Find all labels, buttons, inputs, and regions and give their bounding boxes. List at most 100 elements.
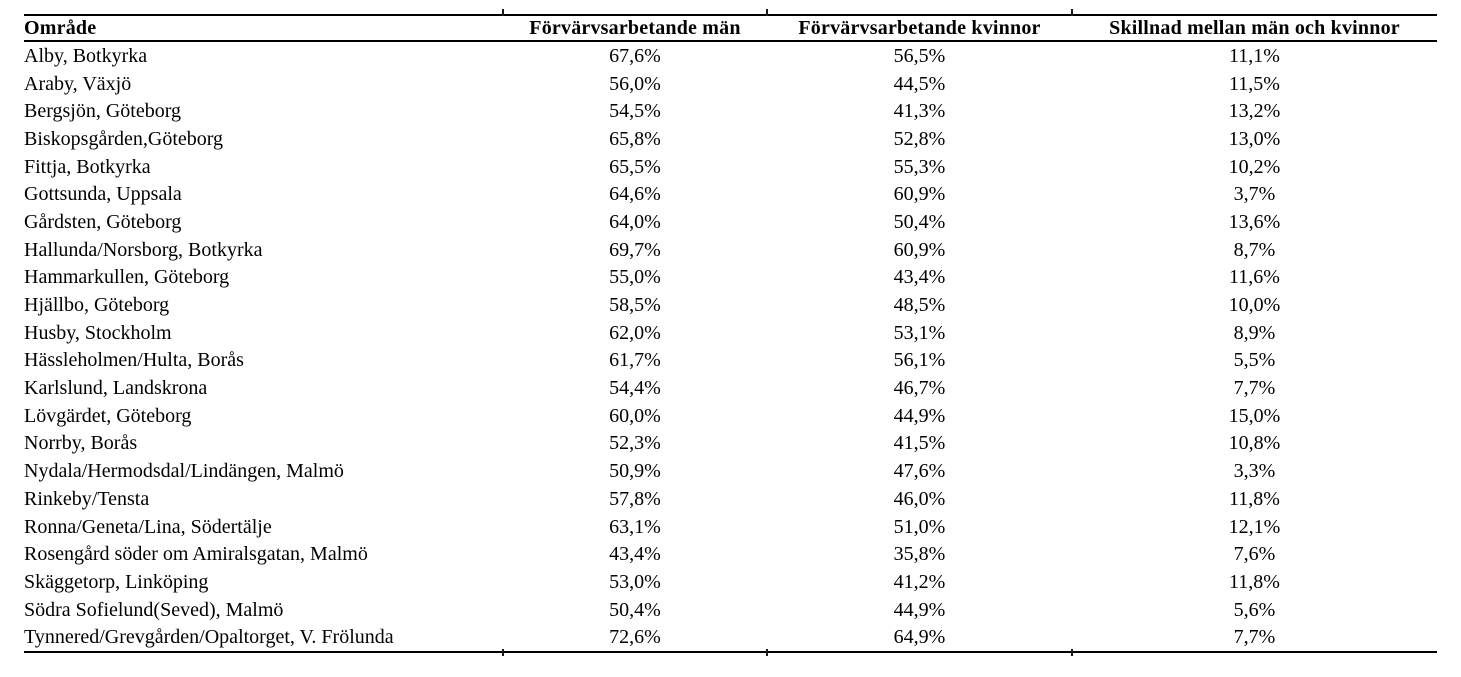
table-body: Alby, Botkyrka 67,6% 56,5% 11,1% Araby, Växj… bbox=[24, 41, 1437, 652]
men-cell: 57,8% bbox=[609, 487, 661, 510]
column-header-employed-men: Förvärvsarbetande män bbox=[503, 15, 767, 42]
table-row: Ronna/Geneta/Lina, Södertälje 63,1% 51,0% 1… bbox=[24, 513, 1437, 541]
men-cell: 50,4% bbox=[609, 598, 661, 621]
men-cell: 56,0% bbox=[609, 72, 661, 95]
men-cell: 63,1% bbox=[609, 515, 661, 538]
table-row: Södra Sofielund(Seved), Malmö 50,4% 44,9% 5… bbox=[24, 596, 1437, 624]
column-tick bbox=[766, 649, 768, 656]
women-cell: 41,3% bbox=[893, 100, 946, 123]
diff-cell: 10,2% bbox=[1228, 155, 1281, 178]
women-cell: 44,5% bbox=[893, 72, 946, 95]
women-cell: 52,8% bbox=[893, 127, 946, 150]
men-cell: 43,4% bbox=[609, 543, 661, 566]
area-cell: Hammarkullen, Göteborg bbox=[24, 266, 230, 289]
table-header: Område Förvärvsarbetande män Förvärvsarb… bbox=[24, 15, 1437, 42]
women-cell: 46,0% bbox=[893, 487, 946, 510]
women-cell: 60,9% bbox=[893, 183, 946, 206]
women-cell: 46,7% bbox=[893, 377, 946, 400]
diff-cell: 10,0% bbox=[1228, 294, 1281, 317]
men-cell: 65,5% bbox=[609, 155, 661, 178]
men-cell: 55,0% bbox=[609, 266, 661, 289]
men-cell: 65,8% bbox=[609, 127, 661, 150]
table-row: Bergsjön, Göteborg 54,5% 41,3% 13,2% bbox=[24, 97, 1437, 125]
area-cell: Fittja, Botkyrka bbox=[24, 155, 151, 178]
women-cell: 43,4% bbox=[893, 266, 946, 289]
diff-cell: 11,8% bbox=[1229, 487, 1280, 510]
women-cell: 44,9% bbox=[893, 598, 946, 621]
table-row: Skäggetorp, Linköping 53,0% 41,2% 11,8% bbox=[24, 568, 1437, 596]
men-cell: 64,0% bbox=[609, 210, 661, 233]
area-cell: Hässleholmen/Hulta, Borås bbox=[24, 349, 244, 372]
diff-cell: 13,0% bbox=[1228, 127, 1281, 150]
women-cell: 41,2% bbox=[893, 570, 946, 593]
diff-cell: 12,1% bbox=[1228, 515, 1281, 538]
table-row: Nydala/Hermodsdal/Lindängen, Malmö 50,9% 4… bbox=[24, 457, 1437, 485]
area-cell: Rosengård söder om Amiralsgatan, Malmö bbox=[24, 543, 368, 566]
table-row: Alby, Botkyrka 67,6% 56,5% 11,1% bbox=[24, 41, 1437, 70]
table-row: Biskopsgården,Göteborg 65,8% 52,8% 13,0% bbox=[24, 125, 1437, 153]
column-tick bbox=[1071, 649, 1073, 656]
column-header-difference: Skillnad mellan män och kvinnor bbox=[1072, 15, 1437, 42]
area-cell: Hallunda/Norsborg, Botkyrka bbox=[24, 238, 263, 261]
table-row: Gottsunda, Uppsala 64,6% 60,9% 3,7% bbox=[24, 180, 1437, 208]
area-cell: Gårdsten, Göteborg bbox=[24, 210, 182, 233]
diff-cell: 7,7% bbox=[1233, 377, 1276, 400]
area-cell: Bergsjön, Göteborg bbox=[24, 100, 182, 123]
area-cell: Nydala/Hermodsdal/Lindängen, Malmö bbox=[24, 460, 344, 483]
men-cell: 62,0% bbox=[609, 321, 661, 344]
area-cell: Södra Sofielund(Seved), Malmö bbox=[24, 598, 284, 621]
diff-cell: 3,3% bbox=[1233, 460, 1276, 483]
employment-table: Område Förvärvsarbetande män Förvärvsarb… bbox=[24, 14, 1437, 654]
area-cell: Hjällbo, Göteborg bbox=[24, 294, 170, 317]
diff-cell: 11,5% bbox=[1229, 72, 1280, 95]
diff-cell: 11,1% bbox=[1229, 44, 1280, 67]
column-tick bbox=[502, 9, 504, 16]
diff-cell: 15,0% bbox=[1228, 404, 1281, 427]
table-row: Tynnered/Grevgården/Opaltorget, V. Frölu… bbox=[24, 623, 1437, 652]
table-row: Husby, Stockholm 62,0% 53,1% 8,9% bbox=[24, 319, 1437, 347]
diff-cell: 5,6% bbox=[1233, 598, 1276, 621]
area-cell: Biskopsgården,Göteborg bbox=[24, 127, 224, 150]
women-cell: 60,9% bbox=[893, 238, 946, 261]
diff-cell: 13,2% bbox=[1228, 100, 1281, 123]
men-cell: 54,4% bbox=[609, 377, 661, 400]
area-cell: Rinkeby/Tensta bbox=[24, 487, 150, 510]
column-tick bbox=[502, 649, 504, 656]
column-tick bbox=[766, 9, 768, 16]
table-row: Fittja, Botkyrka 65,5% 55,3% 10,2% bbox=[24, 153, 1437, 181]
men-cell: 58,5% bbox=[609, 294, 661, 317]
employment-table-container: Område Förvärvsarbetande män Förvärvsarb… bbox=[24, 14, 1437, 654]
table-row: Hässleholmen/Hulta, Borås 61,7% 56,1% 5,5% bbox=[24, 347, 1437, 375]
diff-cell: 3,7% bbox=[1233, 183, 1276, 206]
area-cell: Lövgärdet, Göteborg bbox=[24, 404, 192, 427]
men-cell: 61,7% bbox=[609, 349, 661, 372]
men-cell: 60,0% bbox=[609, 404, 661, 427]
table-row: Gårdsten, Göteborg 64,0% 50,4% 13,6% bbox=[24, 208, 1437, 236]
area-cell: Ronna/Geneta/Lina, Södertälje bbox=[24, 515, 272, 538]
men-cell: 52,3% bbox=[609, 432, 661, 455]
column-tick bbox=[1071, 9, 1073, 16]
women-cell: 35,8% bbox=[893, 543, 946, 566]
diff-cell: 7,7% bbox=[1233, 626, 1276, 649]
men-cell: 53,0% bbox=[609, 570, 661, 593]
table-row: Rosengård söder om Amiralsgatan, Malmö 43… bbox=[24, 540, 1437, 568]
diff-cell: 8,9% bbox=[1233, 321, 1276, 344]
area-cell: Araby, Växjö bbox=[24, 72, 132, 95]
men-cell: 67,6% bbox=[609, 44, 661, 67]
column-header-employed-women: Förvärvsarbetande kvinnor bbox=[767, 15, 1072, 42]
table-row: Hammarkullen, Göteborg 55,0% 43,4% 11,6% bbox=[24, 264, 1437, 292]
area-cell: Tynnered/Grevgården/Opaltorget, V. Frölu… bbox=[24, 626, 394, 649]
women-cell: 47,6% bbox=[893, 460, 946, 483]
area-cell: Alby, Botkyrka bbox=[24, 44, 148, 67]
women-cell: 64,9% bbox=[893, 626, 946, 649]
diff-cell: 11,8% bbox=[1229, 570, 1280, 593]
table-row: Hjällbo, Göteborg 58,5% 48,5% 10,0% bbox=[24, 291, 1437, 319]
diff-cell: 8,7% bbox=[1233, 238, 1276, 261]
diff-cell: 5,5% bbox=[1233, 349, 1276, 372]
men-cell: 69,7% bbox=[609, 238, 661, 261]
men-cell: 72,6% bbox=[609, 626, 661, 649]
diff-cell: 11,6% bbox=[1229, 266, 1280, 289]
women-cell: 51,0% bbox=[893, 515, 946, 538]
table-row: Rinkeby/Tensta 57,8% 46,0% 11,8% bbox=[24, 485, 1437, 513]
diff-cell: 10,8% bbox=[1228, 432, 1281, 455]
